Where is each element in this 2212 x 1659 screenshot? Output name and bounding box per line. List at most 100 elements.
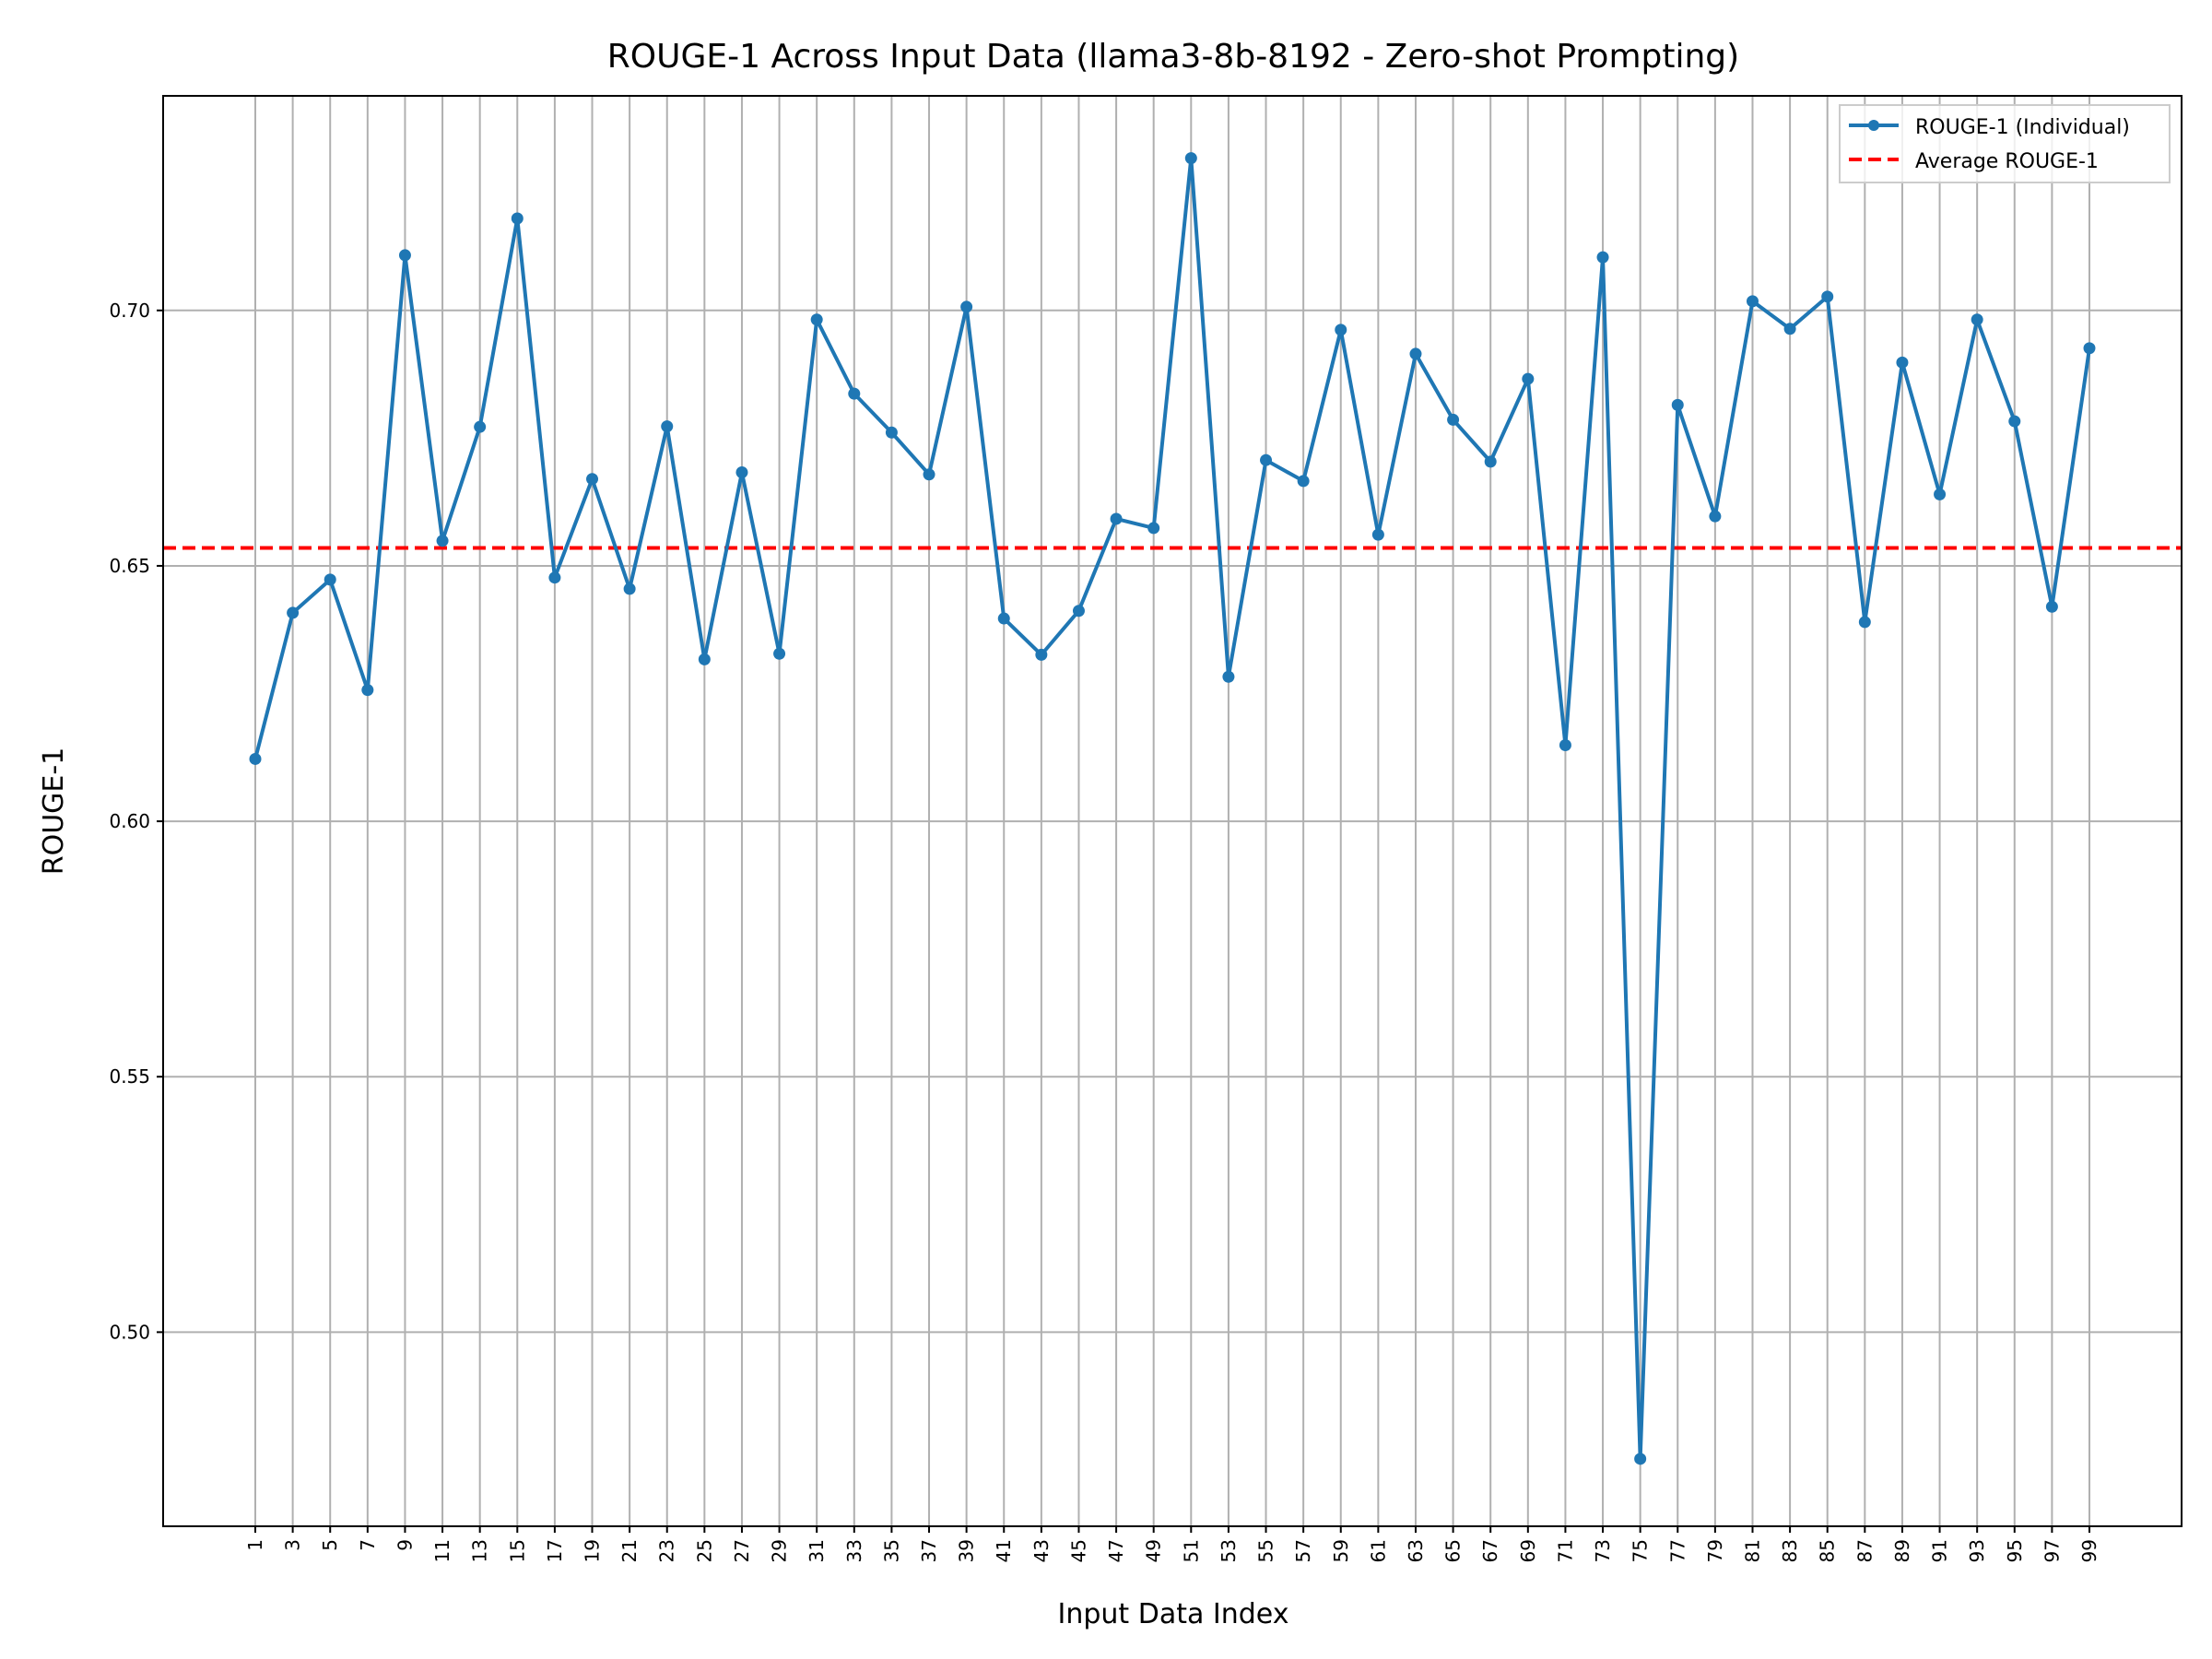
data-point <box>474 420 487 433</box>
x-tick-label: 37 <box>918 1539 940 1562</box>
legend-marker-individual <box>1868 120 1879 131</box>
y-tick-label: 0.65 <box>109 555 150 577</box>
data-point <box>249 752 262 765</box>
data-point <box>848 387 861 400</box>
data-point <box>1409 347 1422 360</box>
x-tick-label: 39 <box>956 1539 978 1562</box>
data-point <box>2083 342 2096 355</box>
data-point <box>1559 738 1571 751</box>
x-tick-label: 59 <box>1330 1539 1352 1562</box>
x-tick-label: 15 <box>506 1539 528 1562</box>
x-tick-label: 1 <box>244 1539 266 1551</box>
series-line <box>253 156 2091 1461</box>
x-tick-label: 97 <box>2041 1539 2063 1562</box>
data-point <box>1184 152 1197 165</box>
x-tick-label: 75 <box>1630 1539 1652 1562</box>
y-axis-label: ROUGE-1 <box>38 747 70 876</box>
x-tick-label: 77 <box>1666 1539 1688 1562</box>
data-point <box>698 653 711 665</box>
x-tick-label: 33 <box>843 1539 865 1562</box>
data-point <box>1072 605 1085 618</box>
data-point <box>623 582 636 595</box>
x-tick-label: 89 <box>1891 1539 1913 1562</box>
x-tick-label: 57 <box>1292 1539 1314 1562</box>
x-tick-label: 55 <box>1255 1539 1277 1562</box>
data-point <box>2008 415 2021 428</box>
x-tick-label: 9 <box>394 1539 416 1551</box>
x-tick-label: 27 <box>731 1539 753 1562</box>
data-point <box>1709 510 1722 523</box>
data-point <box>398 249 411 262</box>
data-point <box>1484 455 1497 468</box>
data-point <box>1371 528 1384 541</box>
series-layer <box>249 152 2096 1465</box>
data-point <box>1783 323 1796 335</box>
x-tick-label: 25 <box>693 1539 715 1562</box>
legend-label-individual: ROUGE-1 (Individual) <box>1915 116 2130 139</box>
x-tick-label: 81 <box>1741 1539 1763 1562</box>
data-point <box>1447 413 1460 426</box>
x-tick-label: 91 <box>1929 1539 1951 1562</box>
data-point <box>1746 295 1759 308</box>
data-point <box>885 426 898 439</box>
x-tick-label: 99 <box>2078 1539 2100 1562</box>
data-point <box>997 612 1010 625</box>
data-point <box>1971 313 1983 326</box>
data-point <box>923 468 935 481</box>
x-tick-label: 21 <box>618 1539 641 1562</box>
data-point <box>1896 356 1909 369</box>
x-tick-label: 13 <box>469 1539 491 1562</box>
data-point <box>1596 251 1609 264</box>
x-tick-label: 73 <box>1592 1539 1614 1562</box>
chart-title: ROUGE-1 Across Input Data (llama3-8b-819… <box>607 38 1739 76</box>
data-point <box>773 647 786 660</box>
x-tick-label: 69 <box>1517 1539 1539 1562</box>
data-point <box>1634 1453 1647 1465</box>
data-point <box>1222 670 1235 683</box>
data-point <box>287 606 300 619</box>
x-tick-label: 79 <box>1704 1539 1726 1562</box>
data-point <box>735 466 748 479</box>
legend: ROUGE-1 (Individual) Average ROUGE-1 <box>1839 104 2171 183</box>
x-tick-label: 95 <box>2004 1539 2026 1562</box>
y-axis-ticks: 0.50 0.55 0.60 0.65 0.70 <box>109 300 163 1343</box>
y-tick-label: 0.50 <box>109 1321 150 1343</box>
data-point <box>1110 512 1123 525</box>
x-tick-label: 3 <box>282 1539 304 1551</box>
data-point <box>1147 522 1160 535</box>
data-point <box>1858 616 1871 629</box>
x-axis-ticks: 1 3 5 7 9 11 13 15 17 19 21 23 25 27 29 31 33 35 37 39 41 43 4… <box>244 1526 2100 1562</box>
x-tick-label: 83 <box>1779 1539 1801 1562</box>
x-tick-label: 51 <box>1180 1539 1202 1562</box>
x-tick-label: 17 <box>544 1539 566 1562</box>
x-tick-label: 11 <box>431 1539 453 1562</box>
x-tick-label: 43 <box>1030 1539 1053 1562</box>
data-point <box>324 573 336 586</box>
data-point <box>1297 475 1310 488</box>
data-point <box>661 420 674 433</box>
data-point <box>1671 398 1684 411</box>
x-tick-label: 93 <box>1966 1539 1988 1562</box>
x-tick-label: 35 <box>880 1539 902 1562</box>
x-tick-label: 71 <box>1554 1539 1576 1562</box>
data-point <box>511 212 524 225</box>
x-tick-label: 41 <box>993 1539 1015 1562</box>
data-point <box>1934 488 1947 500</box>
x-tick-label: 31 <box>806 1539 828 1562</box>
data-point <box>436 535 449 547</box>
plot-area-frame <box>162 95 2183 1527</box>
x-tick-label: 29 <box>769 1539 791 1562</box>
data-point <box>1260 453 1273 466</box>
data-point <box>586 473 599 486</box>
data-point <box>1821 290 1834 303</box>
data-point <box>1335 324 1347 336</box>
x-tick-label: 67 <box>1479 1539 1501 1562</box>
x-axis-label: Input Data Index <box>1058 1598 1289 1630</box>
y-tick-label: 0.70 <box>109 300 150 322</box>
data-point <box>1522 372 1535 385</box>
x-tick-label: 5 <box>319 1539 341 1551</box>
x-tick-label: 61 <box>1367 1539 1389 1562</box>
data-point <box>361 684 374 697</box>
